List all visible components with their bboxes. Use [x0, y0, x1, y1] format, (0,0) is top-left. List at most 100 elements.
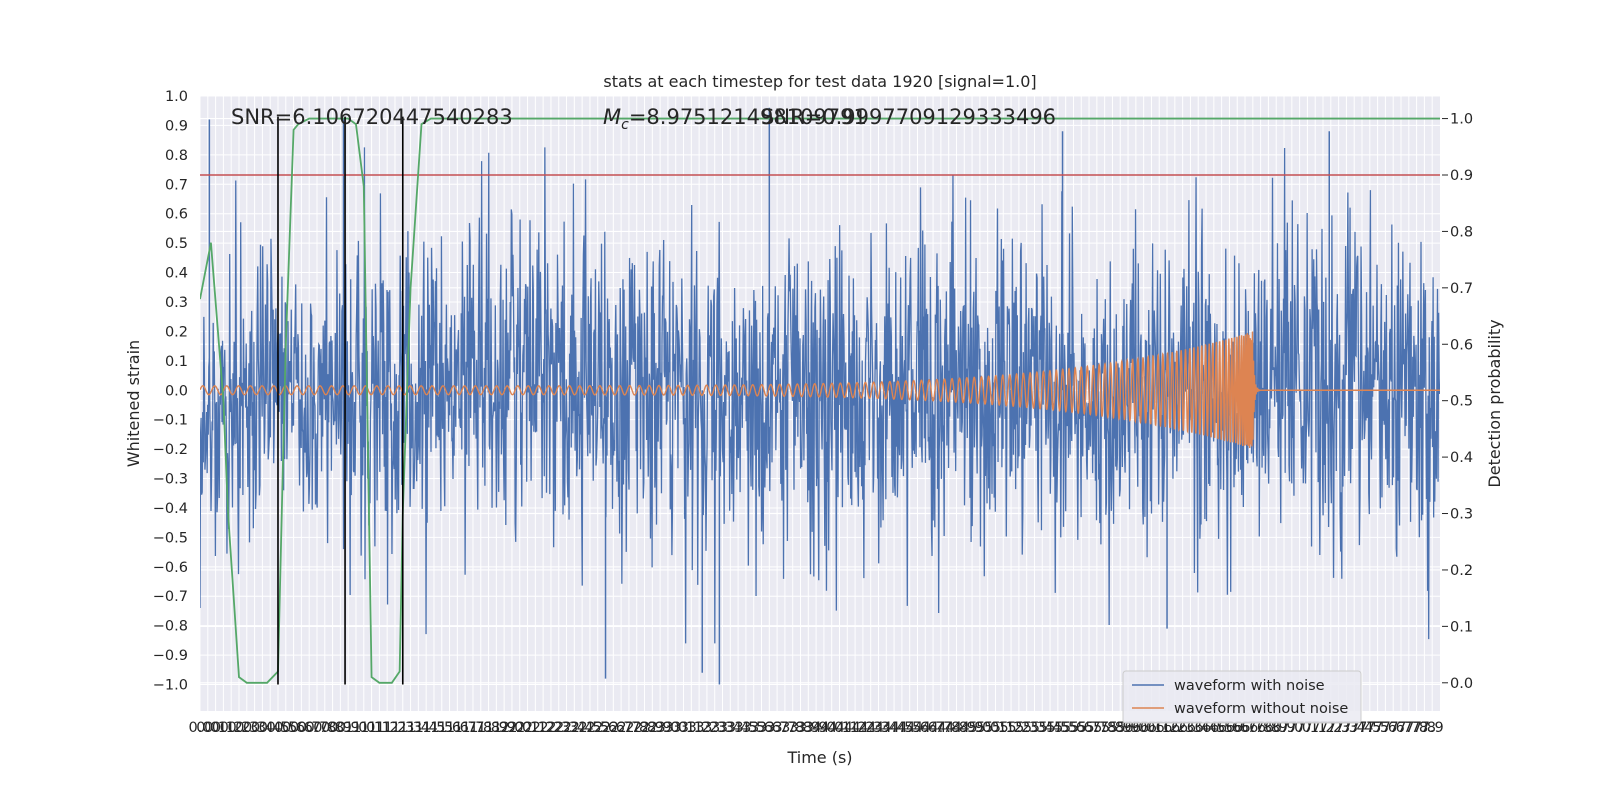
x-tick-label: 5.3	[1023, 720, 1046, 736]
x-tick-label: 2.9	[649, 720, 672, 736]
x-tick-label: 3.1	[680, 720, 703, 736]
x-tick-label: 0.2	[220, 720, 243, 736]
x-tick-label: 0.2	[227, 720, 250, 736]
x-tick-label: 1.9	[493, 720, 516, 736]
x-tick-label: 5.5	[1046, 720, 1069, 736]
x-tick-label: 5.0	[976, 720, 999, 736]
y-axis-right: 1.0 0.9 0.8 0.7 0.6 0.5 0.4 0.3 0.2 0.1 0.0	[1442, 112, 1473, 692]
x-tick-label: 1.2	[376, 720, 399, 736]
x-tick-label: 1.8	[469, 720, 492, 736]
series-detection-probability	[200, 117, 1440, 684]
x-tick-label: 7.5	[1358, 720, 1381, 736]
x-tick-label: 4.6	[914, 720, 937, 736]
x-tick-label: 0.9	[329, 720, 352, 736]
x-tick-label: 3.5	[734, 720, 757, 736]
x-tick-label: 4.9	[953, 720, 976, 736]
x-tick-label: 2.5	[586, 720, 609, 736]
x-tick-label: 6.1	[1140, 720, 1163, 736]
x-tick-label: 1.5	[430, 720, 453, 736]
annotation-mc-subscript: c	[621, 117, 629, 133]
x-tick-label: 7.4	[1350, 720, 1373, 736]
annotation-mc-value: =8.975121498109791	[629, 105, 867, 129]
x-tick-label: 2.1	[524, 720, 547, 736]
x-tick-label: 1.4	[407, 720, 430, 736]
x-tick-label: 4.9	[961, 720, 984, 736]
x-tick-label: 2.2	[539, 720, 562, 736]
y-tick-label: 0.5	[165, 236, 188, 252]
x-tick-label: 4.7	[929, 720, 952, 736]
x-tick-label: 5.2	[1000, 720, 1023, 736]
x-tick-label: 6.8	[1249, 720, 1272, 736]
x-tick-label: 6.3	[1179, 720, 1202, 736]
x-tick-label: 0.9	[337, 720, 360, 736]
x-tick-label: 7.4	[1343, 720, 1366, 736]
x-tick-label: 2.5	[578, 720, 601, 736]
y2-tick-label: 0.1	[1450, 619, 1473, 635]
x-axis: 0.00.00.10.10.20.20.30.30.40.40.50.50.60…	[188, 720, 1443, 736]
annotation-chirp-mass: Mc=8.975121498109791	[603, 105, 867, 133]
y2-tick-label: 1.0	[1450, 112, 1473, 128]
x-tick-label: 6.9	[1265, 720, 1288, 736]
x-tick-label: 3.9	[797, 720, 820, 736]
x-tick-label: 7.6	[1374, 720, 1397, 736]
x-tick-label: 6.8	[1257, 720, 1280, 736]
x-tick-label: 7.8	[1405, 720, 1428, 736]
x-tick-label: 3.6	[758, 720, 781, 736]
x-tick-label: 2.9	[641, 720, 664, 736]
x-tick-label: 0.4	[259, 720, 282, 736]
x-tick-label: 7.1	[1296, 720, 1319, 736]
x-tick-label: 0.1	[204, 720, 227, 736]
x-tick-label: 6.2	[1163, 720, 1186, 736]
x-tick-label: 2.4	[563, 720, 586, 736]
series-waveform-with-noise	[200, 147, 1440, 644]
x-tick-label: 3.2	[688, 720, 711, 736]
x-tick-label: 7.9	[1421, 720, 1444, 736]
x-tick-label: 1.0	[344, 720, 367, 736]
x-tick-label: 3.7	[766, 720, 789, 736]
x-tick-label: 5.5	[1054, 720, 1077, 736]
x-tick-label: 2.6	[594, 720, 617, 736]
y-tick-label: 0.7	[165, 177, 188, 193]
y-tick-label: −0.9	[153, 648, 188, 664]
x-tick-label: 4.1	[836, 720, 859, 736]
x-tick-label: 0.1	[212, 720, 235, 736]
x-tick-label: 6.9	[1272, 720, 1295, 736]
x-tick-label: 6.4	[1195, 720, 1218, 736]
x-tick-label: 0.5	[274, 720, 297, 736]
x-tick-label: 1.7	[461, 720, 484, 736]
y-tick-label: −0.3	[153, 472, 188, 488]
x-tick-label: 6.7	[1241, 720, 1264, 736]
x-tick-label: 5.8	[1101, 720, 1124, 736]
x-tick-label: 0.0	[196, 720, 219, 736]
x-tick-label: 6.7	[1234, 720, 1257, 736]
x-tick-label: 6.5	[1202, 720, 1225, 736]
x-tick-label: 2.3	[555, 720, 578, 736]
x-tick-label: 6.3	[1171, 720, 1194, 736]
chart-title: stats at each timestep for test data 192…	[603, 72, 1036, 91]
x-tick-label: 0.7	[298, 720, 321, 736]
legend: waveform with noise waveform without noi…	[1122, 670, 1362, 724]
x-tick-label: 7.3	[1335, 720, 1358, 736]
x-tick-label: 5.4	[1039, 720, 1062, 736]
y-tick-label: 0.2	[165, 324, 188, 340]
y2-tick-label: 0.2	[1450, 563, 1473, 579]
x-tick-label: 7.0	[1288, 720, 1311, 736]
x-tick-label: 1.6	[438, 720, 461, 736]
legend-entry-noise: waveform with noise	[1174, 678, 1325, 694]
x-tick-label: 3.4	[719, 720, 742, 736]
x-tick-label: 0.6	[290, 720, 313, 736]
y2-axis-label: Detection probability	[1485, 319, 1504, 487]
x-tick-label: 7.0	[1280, 720, 1303, 736]
x-tick-label: 4.5	[890, 720, 913, 736]
x-tick-label: 1.4	[415, 720, 438, 736]
x-tick-label: 0.0	[188, 720, 211, 736]
x-tick-label: 0.8	[321, 720, 344, 736]
x-tick-label: 5.9	[1109, 720, 1132, 736]
x-tick-label: 7.8	[1413, 720, 1436, 736]
x-tick-label: 7.7	[1389, 720, 1412, 736]
x-tick-label: 6.4	[1187, 720, 1210, 736]
y-tick-label: 1.0	[165, 89, 188, 105]
y-tick-label: −0.4	[153, 501, 188, 517]
x-tick-label: 0.5	[266, 720, 289, 736]
